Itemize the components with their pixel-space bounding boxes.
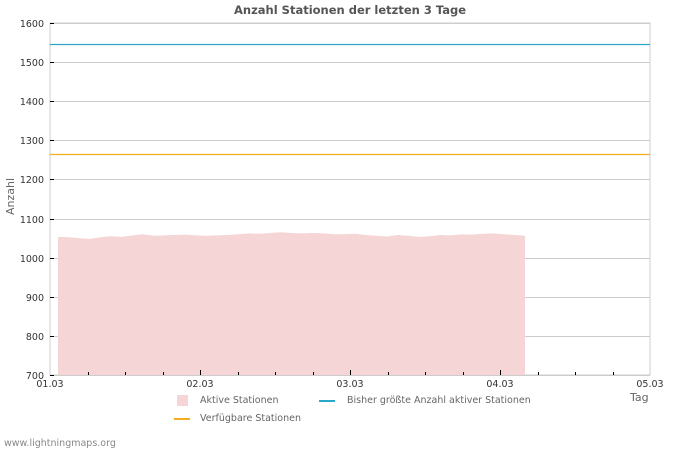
- legend-label-max: Bisher größte Anzahl aktiver Stationen: [347, 395, 531, 406]
- svg-text:03.03: 03.03: [336, 379, 363, 390]
- axes: 700 800 900 1000 1100 1200 1300 1400 1500 1600 01.…: [20, 19, 664, 390]
- legend-swatch-available: [174, 417, 190, 420]
- active-stations-area: [58, 232, 525, 375]
- x-axis-label: Tag: [630, 391, 649, 404]
- y-axis-label: Anzahl: [4, 177, 18, 216]
- reference-lines: [50, 43, 650, 156]
- svg-text:1300: 1300: [20, 136, 44, 147]
- svg-text:04.03: 04.03: [486, 379, 513, 390]
- svg-text:700: 700: [26, 371, 44, 382]
- chart-title: Anzahl Stationen der letzten 3 Tage: [233, 3, 467, 17]
- legend-swatch-max: [319, 399, 335, 402]
- legend-item-active: Aktive Stationen: [177, 395, 279, 406]
- svg-text:1500: 1500: [20, 58, 44, 69]
- svg-text:02.03: 02.03: [186, 379, 213, 390]
- legend-item-available: Verfügbare Stationen: [174, 413, 301, 424]
- svg-text:1100: 1100: [20, 215, 44, 226]
- svg-text:01.03: 01.03: [36, 379, 63, 390]
- svg-text:1000: 1000: [20, 254, 44, 265]
- legend-swatch-active: [177, 395, 188, 406]
- svg-text:1200: 1200: [20, 175, 44, 186]
- svg-text:800: 800: [26, 332, 44, 343]
- svg-text:05.03: 05.03: [636, 379, 663, 390]
- legend-label-available: Verfügbare Stationen: [200, 413, 301, 424]
- legend-item-max: Bisher größte Anzahl aktiver Stationen: [319, 395, 531, 406]
- svg-text:1600: 1600: [20, 19, 44, 30]
- svg-text:900: 900: [26, 293, 44, 304]
- footer-link[interactable]: www.lightningmaps.org: [4, 438, 116, 449]
- svg-text:1400: 1400: [20, 97, 44, 108]
- legend-label-active: Aktive Stationen: [200, 395, 279, 406]
